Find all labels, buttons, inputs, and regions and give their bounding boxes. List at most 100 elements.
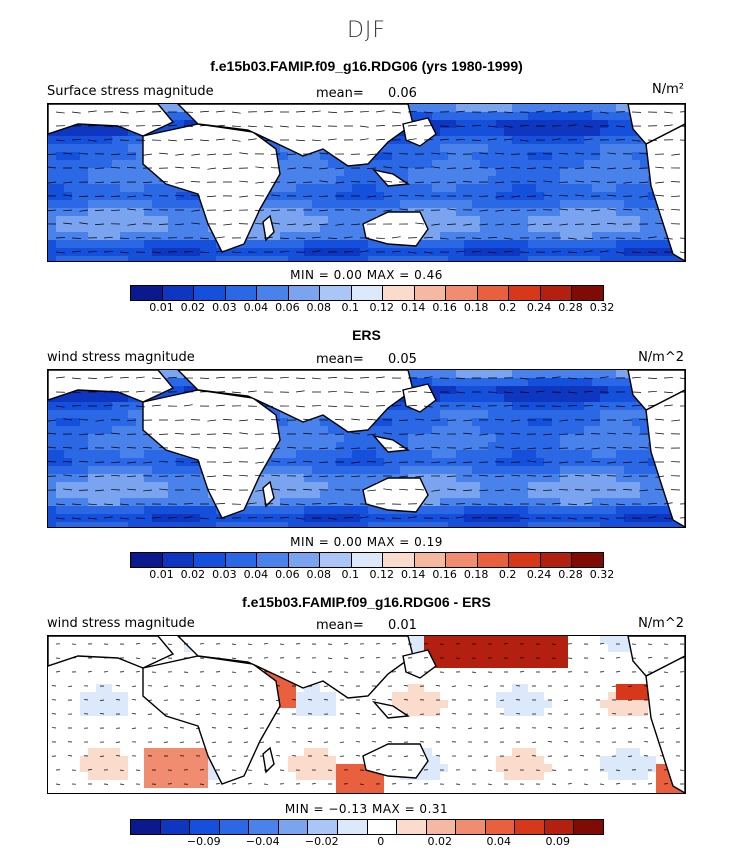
field-cell: [440, 458, 449, 467]
field-cell: [120, 442, 129, 451]
field-cell: [248, 490, 257, 499]
field-cell: [120, 668, 129, 677]
field-cell: [424, 482, 433, 491]
field-cell: [528, 144, 537, 153]
field-cell: [88, 128, 97, 137]
field-cell: [344, 700, 353, 709]
field-cell: [456, 482, 465, 491]
field-cell: [272, 466, 281, 475]
field-cell: [480, 370, 489, 379]
field-cell: [280, 248, 289, 257]
field-cell: [312, 498, 321, 507]
field-cell: [80, 410, 89, 419]
field-cell: [488, 184, 497, 193]
field-cell: [376, 506, 385, 515]
field-cell: [360, 700, 369, 709]
field-cell: [280, 152, 289, 161]
field-cell: [480, 700, 489, 709]
colorbar-swatch: [414, 286, 447, 300]
wind-vector: [207, 167, 217, 170]
field-cell: [584, 692, 593, 701]
field-cell: [400, 184, 409, 193]
field-cell: [528, 410, 537, 419]
field-cell: [400, 466, 409, 475]
field-cell: [568, 192, 577, 201]
field-cell: [584, 378, 593, 387]
field-cell: [464, 434, 473, 443]
field-cell: [544, 684, 553, 693]
field-cell: [568, 128, 577, 137]
field-cell: [432, 708, 441, 717]
field-cell: [368, 168, 377, 177]
field-cell: [112, 232, 121, 241]
field-cell: [296, 466, 305, 475]
field-cell: [368, 466, 377, 475]
field-cell: [616, 224, 625, 233]
field-cell: [568, 144, 577, 153]
field-cell: [176, 514, 185, 523]
field-cell: [328, 426, 337, 435]
field-cell: [520, 128, 529, 137]
field-cell: [192, 506, 201, 515]
field-cell: [424, 112, 433, 121]
field-cell: [440, 192, 449, 201]
wind-vector: [367, 195, 377, 198]
field-cell: [608, 232, 617, 241]
field-cell: [536, 668, 545, 677]
field-cell: [360, 256, 369, 261]
field-cell: [304, 168, 313, 177]
wind-vector: [511, 209, 521, 212]
wind-vector: [95, 433, 105, 436]
field-cell: [536, 498, 545, 507]
field-cell: [160, 522, 169, 527]
field-cell: [616, 474, 625, 483]
field-cell: [368, 184, 377, 193]
field-cell: [592, 458, 601, 467]
field-cell: [440, 700, 449, 709]
field-cell: [424, 522, 433, 527]
field-cell: [416, 184, 425, 193]
field-cell: [168, 482, 177, 491]
field-cell: [560, 104, 569, 113]
field-cell: [648, 498, 657, 507]
field-cell: [656, 522, 665, 527]
field-cell: [600, 152, 609, 161]
field-cell: [368, 450, 377, 459]
field-cell: [512, 434, 521, 443]
field-cell: [112, 160, 121, 169]
field-cell: [600, 474, 609, 483]
field-cell: [544, 490, 553, 499]
colorbar-swatch: [572, 553, 603, 567]
field-cell: [504, 660, 513, 669]
wind-vector: [503, 138, 513, 141]
field-cell: [472, 418, 481, 427]
wind-vector: [383, 209, 393, 212]
field-cell: [280, 232, 289, 241]
field-cell: [88, 240, 97, 249]
field-cell: [200, 256, 209, 261]
field-cell: [536, 506, 545, 515]
colorbar-tick-label: 0.02: [180, 568, 206, 581]
field-cell: [384, 426, 393, 435]
field-cell: [288, 224, 297, 233]
field-cell: [504, 418, 513, 427]
wind-vector: [87, 503, 97, 506]
field-cell: [104, 232, 113, 241]
wind-vector: [247, 502, 257, 505]
field-cell: [192, 200, 201, 209]
field-cell: [128, 684, 137, 693]
field-cell: [448, 386, 457, 395]
field-cell: [72, 192, 81, 201]
field-cell: [616, 232, 625, 241]
field-cell: [360, 232, 369, 241]
field-cell: [632, 498, 641, 507]
field-cell: [552, 434, 561, 443]
field-cell: [632, 402, 641, 411]
field-cell: [48, 224, 57, 233]
field-cell: [296, 522, 305, 527]
field-cell: [488, 442, 497, 451]
wind-vector: [503, 503, 513, 506]
field-cell: [256, 248, 265, 257]
wind-vector: [607, 432, 617, 435]
field-cell: [464, 184, 473, 193]
